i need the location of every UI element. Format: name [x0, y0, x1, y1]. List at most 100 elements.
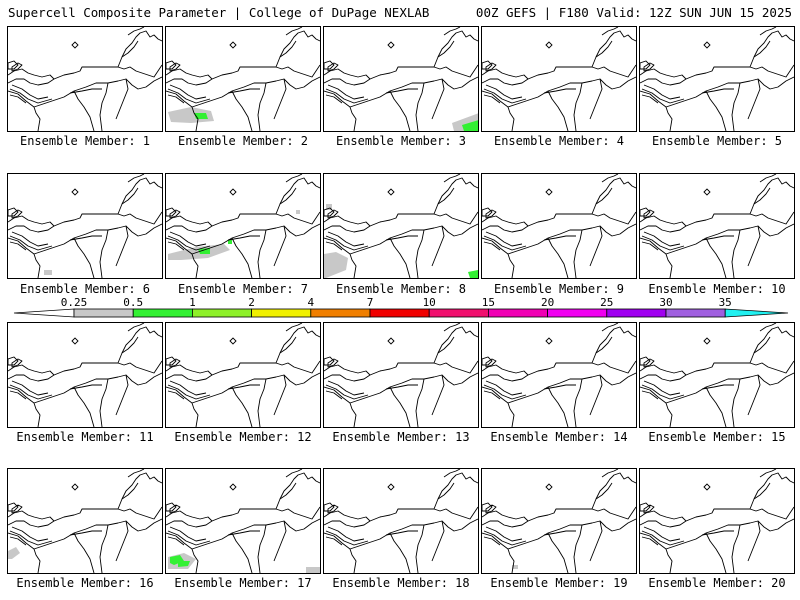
- map-boundary-line: [324, 223, 478, 255]
- map-boundary-line: [759, 323, 777, 332]
- map-boundary-line: [527, 30, 636, 80]
- map-boundary-line: [73, 90, 95, 131]
- map-island-outline: [387, 483, 395, 491]
- map-boundary-line: [641, 390, 659, 400]
- map-boundary-line: [285, 27, 303, 36]
- map-boundary-line: [547, 237, 569, 278]
- valid-time-label: 00Z GEFS | F180 Valid: 12Z SUN JUN 15 20…: [475, 5, 792, 20]
- map-boundary-line: [543, 530, 576, 536]
- map-boundary-line: [543, 88, 576, 94]
- ensemble-member-label: Ensemble Member: 3: [335, 134, 467, 148]
- map-boundary-line: [127, 174, 145, 183]
- map-boundary-line: [273, 78, 287, 120]
- map-boundary-line: [285, 323, 303, 332]
- map-boundary-line: [9, 235, 53, 251]
- map-canvas: [324, 27, 478, 131]
- map-boundary-line: [482, 372, 636, 404]
- map-boundary-line: [759, 469, 777, 478]
- map-boundary-line: [389, 532, 411, 573]
- map-boundary-line: [191, 106, 199, 131]
- map-boundary-line: [8, 76, 162, 108]
- map-boundary-line: [99, 524, 109, 573]
- map-boundary-line: [117, 360, 162, 374]
- map-boundary-line: [166, 372, 320, 404]
- map-boundary-line: [325, 530, 369, 546]
- map-boundary-line: [640, 68, 687, 86]
- map-boundary-line: [547, 386, 569, 427]
- map-canvas: [640, 27, 794, 131]
- map-boundary-line: [325, 94, 343, 104]
- map-boundary-line: [9, 536, 27, 546]
- map-boundary-line: [53, 326, 162, 376]
- map-boundary-line: [547, 532, 569, 573]
- ensemble-member-label: Ensemble Member: 13: [332, 430, 470, 444]
- map-canvas: [324, 323, 478, 427]
- map-island-outline: [482, 502, 493, 512]
- map-boundary-line: [595, 187, 613, 205]
- scp-contour-fill: [462, 120, 478, 131]
- map-boundary-line: [11, 526, 49, 542]
- map-canvas: [166, 323, 320, 427]
- ensemble-member-label: Ensemble Member: 7: [177, 282, 309, 296]
- map-boundary-line: [69, 530, 102, 536]
- map-boundary-line: [327, 380, 365, 396]
- map-island-outline: [482, 356, 493, 366]
- ensemble-map-panel: [165, 468, 321, 574]
- map-boundary-line: [191, 253, 199, 278]
- ensemble-member-label: Ensemble Member: 16: [16, 576, 154, 590]
- map-boundary-line: [121, 187, 139, 205]
- map-boundary-line: [527, 472, 636, 522]
- ensemble-map-panel: [639, 26, 795, 132]
- map-boundary-line: [324, 372, 478, 404]
- map-boundary-line: [437, 336, 455, 354]
- map-boundary-line: [324, 364, 371, 382]
- map-boundary-line: [753, 482, 771, 500]
- ensemble-member-label: Ensemble Member: 14: [490, 430, 628, 444]
- map-island-outline: [166, 60, 177, 70]
- map-boundary-line: [483, 235, 527, 251]
- map-boundary-line: [483, 536, 501, 546]
- map-boundary-line: [167, 94, 185, 104]
- map-boundary-line: [641, 88, 685, 104]
- colorbar-high-arrow: [724, 308, 789, 318]
- colorbar-low-arrow: [13, 308, 75, 318]
- map-boundary-line: [747, 520, 761, 562]
- scp-contour-fill: [228, 240, 232, 244]
- map-boundary-line: [325, 88, 369, 104]
- map-boundary-line: [324, 76, 478, 108]
- map-boundary-line: [543, 235, 576, 241]
- ensemble-member-label: Ensemble Member: 11: [16, 430, 154, 444]
- map-canvas: [166, 469, 320, 573]
- map-canvas: [482, 174, 636, 278]
- map-boundary-line: [685, 177, 794, 227]
- map-boundary-line: [167, 390, 185, 400]
- map-boundary-line: [33, 106, 41, 131]
- map-boundary-line: [8, 223, 162, 255]
- map-island-outline: [640, 60, 651, 70]
- map-boundary-line: [759, 27, 777, 36]
- map-boundary-line: [99, 82, 109, 131]
- map-boundary-line: [595, 40, 613, 58]
- ensemble-member-label: Ensemble Member: 19: [490, 576, 628, 590]
- map-canvas: [482, 27, 636, 131]
- colorbar-tick-label: 35: [718, 296, 732, 309]
- map-boundary-line: [121, 336, 139, 354]
- map-boundary-line: [640, 364, 687, 382]
- map-boundary-line: [753, 40, 771, 58]
- map-boundary-line: [166, 223, 320, 255]
- map-boundary-line: [8, 68, 55, 86]
- colorbar-segment: [428, 308, 489, 318]
- map-boundary-line: [643, 526, 681, 542]
- scp-contour-fill: [170, 555, 184, 565]
- map-island-outline: [324, 207, 335, 217]
- map-boundary-line: [231, 237, 253, 278]
- map-boundary-line: [167, 384, 211, 400]
- map-island-outline: [229, 483, 237, 491]
- map-boundary-line: [389, 90, 411, 131]
- map-island-outline: [166, 502, 177, 512]
- map-boundary-line: [169, 380, 207, 396]
- scp-contour-fill: [324, 252, 348, 278]
- map-boundary-line: [257, 524, 267, 573]
- ensemble-member-label: Ensemble Member: 8: [335, 282, 467, 296]
- map-boundary-line: [273, 374, 287, 416]
